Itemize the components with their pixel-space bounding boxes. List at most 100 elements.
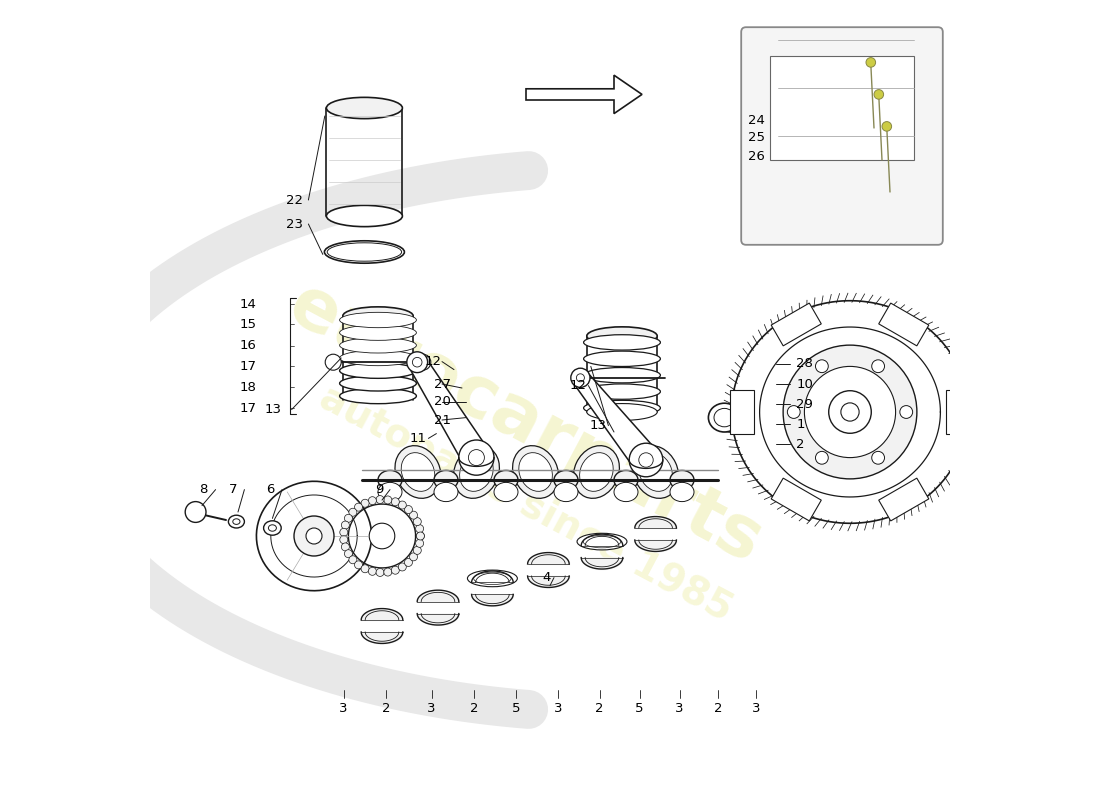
Ellipse shape: [324, 241, 405, 263]
Circle shape: [571, 368, 590, 387]
Ellipse shape: [494, 482, 518, 502]
Circle shape: [354, 503, 363, 511]
Ellipse shape: [580, 453, 613, 491]
Polygon shape: [409, 357, 488, 465]
Circle shape: [882, 122, 892, 131]
Circle shape: [341, 521, 350, 529]
Circle shape: [416, 539, 424, 547]
Text: 26: 26: [748, 150, 766, 162]
Ellipse shape: [340, 325, 417, 340]
Ellipse shape: [460, 453, 493, 491]
Bar: [771, 303, 822, 346]
Circle shape: [340, 536, 348, 544]
Circle shape: [370, 523, 395, 549]
Text: 3: 3: [427, 702, 436, 714]
Circle shape: [341, 543, 350, 551]
Text: 11: 11: [410, 432, 427, 445]
Text: 17: 17: [240, 402, 256, 414]
Circle shape: [384, 568, 392, 576]
Ellipse shape: [340, 350, 417, 366]
Text: 20: 20: [434, 395, 451, 408]
Ellipse shape: [343, 307, 414, 325]
Circle shape: [469, 450, 484, 466]
Circle shape: [392, 566, 399, 574]
Ellipse shape: [340, 338, 417, 353]
Ellipse shape: [327, 98, 403, 118]
Text: eurocarparts: eurocarparts: [277, 270, 774, 578]
Ellipse shape: [494, 470, 518, 490]
Circle shape: [344, 550, 352, 558]
Circle shape: [572, 370, 586, 385]
Circle shape: [405, 558, 412, 566]
Circle shape: [306, 528, 322, 544]
Circle shape: [349, 556, 356, 564]
Circle shape: [788, 406, 800, 418]
Circle shape: [405, 506, 412, 514]
Text: 25: 25: [748, 131, 766, 144]
Text: 5: 5: [636, 702, 644, 714]
Circle shape: [368, 567, 376, 575]
Text: 28: 28: [796, 358, 813, 370]
Circle shape: [412, 358, 422, 367]
Ellipse shape: [340, 312, 417, 328]
Circle shape: [409, 511, 418, 519]
Ellipse shape: [453, 446, 499, 498]
Text: 2: 2: [470, 702, 478, 714]
Ellipse shape: [468, 570, 517, 586]
Circle shape: [398, 501, 406, 509]
Circle shape: [840, 403, 859, 421]
Ellipse shape: [584, 400, 660, 416]
Text: autoparts since 1985: autoparts since 1985: [314, 378, 739, 630]
Text: 2: 2: [595, 702, 604, 714]
Ellipse shape: [434, 482, 458, 502]
Circle shape: [815, 451, 828, 464]
Ellipse shape: [519, 453, 552, 491]
Circle shape: [874, 90, 883, 99]
Circle shape: [326, 354, 341, 370]
Polygon shape: [526, 75, 642, 114]
Ellipse shape: [268, 525, 276, 531]
Bar: [770, 56, 914, 160]
Text: 17: 17: [240, 360, 256, 373]
Text: 7: 7: [229, 483, 236, 496]
Text: 9: 9: [375, 483, 384, 496]
Text: 27: 27: [434, 378, 451, 390]
Bar: [879, 478, 928, 521]
Text: 10: 10: [796, 378, 813, 390]
Ellipse shape: [584, 384, 660, 399]
Circle shape: [815, 360, 828, 373]
Ellipse shape: [639, 453, 672, 491]
Circle shape: [409, 553, 418, 561]
Ellipse shape: [264, 521, 282, 535]
Circle shape: [294, 516, 334, 556]
Text: 2: 2: [382, 702, 390, 714]
Text: 12: 12: [425, 355, 441, 368]
Circle shape: [804, 366, 895, 458]
Circle shape: [417, 532, 425, 540]
Ellipse shape: [584, 334, 660, 350]
Ellipse shape: [632, 446, 679, 498]
Circle shape: [871, 451, 884, 464]
Ellipse shape: [340, 388, 417, 404]
Ellipse shape: [584, 367, 660, 383]
Ellipse shape: [402, 453, 434, 491]
Ellipse shape: [578, 534, 627, 550]
Ellipse shape: [586, 403, 657, 421]
Circle shape: [398, 563, 406, 571]
Circle shape: [376, 495, 384, 503]
Text: 2: 2: [796, 438, 805, 450]
Text: 8: 8: [199, 483, 208, 496]
Text: 1: 1: [796, 418, 805, 430]
Text: 2: 2: [714, 702, 723, 714]
Circle shape: [415, 354, 431, 370]
Circle shape: [828, 390, 871, 434]
Circle shape: [392, 498, 399, 506]
Circle shape: [414, 518, 421, 526]
Ellipse shape: [395, 446, 441, 498]
Circle shape: [384, 496, 392, 504]
Circle shape: [866, 58, 876, 67]
Text: 13: 13: [264, 403, 282, 416]
Text: 3: 3: [752, 702, 761, 714]
Text: 4: 4: [542, 571, 550, 584]
Circle shape: [407, 352, 428, 373]
